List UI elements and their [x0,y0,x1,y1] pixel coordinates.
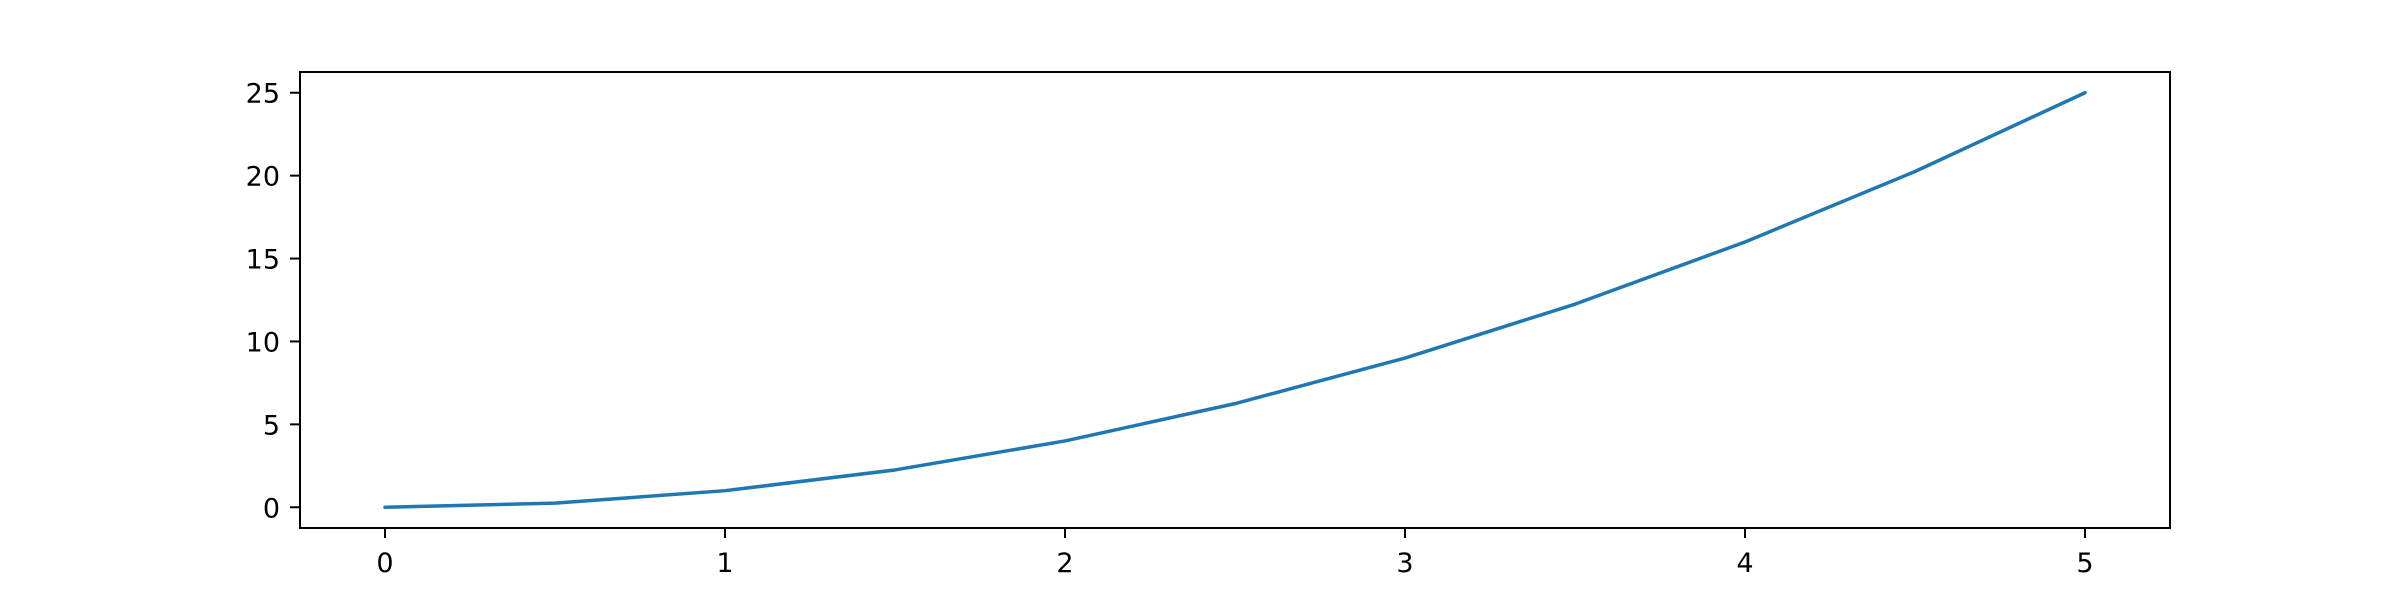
y-tick-label: 5 [263,410,280,441]
x-tick-label: 2 [1056,548,1073,579]
x-axis: 0 1 2 3 4 5 [376,528,2094,579]
series-layer [383,90,2087,510]
plot-frame [299,71,2171,529]
x-tick-label: 5 [2076,548,2093,579]
y-tick-label: 15 [246,245,280,276]
y-tick-label: 25 [246,79,280,110]
series-line [383,90,2087,510]
y-axis: 0 5 10 15 20 25 [246,79,300,524]
y-tick-label: 10 [246,327,280,358]
x-tick-label: 0 [376,548,393,579]
y-tick-label: 20 [246,162,280,193]
x-tick-label: 4 [1736,548,1753,579]
y-tick-label: 0 [263,493,280,524]
x-tick-label: 3 [1396,548,1413,579]
plot-area [299,71,2171,529]
x-tick-label: 1 [716,548,733,579]
